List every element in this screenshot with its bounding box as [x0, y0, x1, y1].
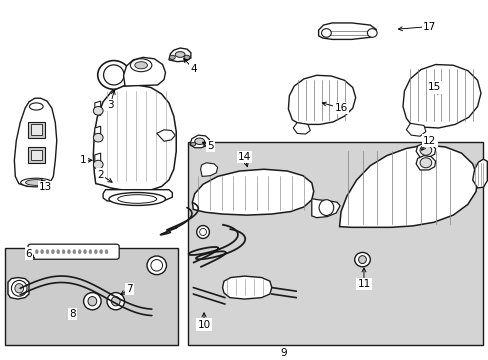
Polygon shape: [406, 123, 425, 136]
Text: 15: 15: [427, 82, 440, 93]
Ellipse shape: [73, 249, 76, 254]
Polygon shape: [31, 149, 42, 160]
Ellipse shape: [15, 284, 23, 293]
Ellipse shape: [107, 293, 124, 310]
Text: 7: 7: [126, 284, 133, 294]
Polygon shape: [311, 199, 339, 218]
Ellipse shape: [67, 249, 70, 254]
Ellipse shape: [175, 51, 184, 57]
Polygon shape: [415, 156, 435, 170]
Polygon shape: [95, 126, 101, 140]
Ellipse shape: [83, 249, 86, 254]
Ellipse shape: [93, 160, 103, 169]
Polygon shape: [157, 130, 175, 141]
Ellipse shape: [354, 252, 369, 267]
Ellipse shape: [130, 59, 152, 72]
Ellipse shape: [366, 29, 376, 37]
Ellipse shape: [57, 249, 60, 254]
Ellipse shape: [319, 200, 333, 216]
Text: 13: 13: [39, 182, 52, 192]
Polygon shape: [28, 122, 44, 138]
Polygon shape: [95, 101, 101, 116]
Text: 5: 5: [206, 141, 213, 151]
Ellipse shape: [88, 297, 97, 306]
Ellipse shape: [419, 145, 431, 155]
Text: 1: 1: [80, 155, 87, 165]
Ellipse shape: [147, 256, 166, 275]
Polygon shape: [31, 125, 42, 135]
Ellipse shape: [35, 249, 38, 254]
Ellipse shape: [109, 193, 165, 206]
Text: 11: 11: [357, 279, 370, 289]
Ellipse shape: [321, 29, 330, 37]
Polygon shape: [8, 278, 29, 299]
Polygon shape: [200, 163, 217, 176]
Ellipse shape: [135, 62, 147, 69]
Polygon shape: [168, 48, 190, 62]
Ellipse shape: [196, 225, 209, 238]
Polygon shape: [415, 143, 435, 157]
Polygon shape: [95, 153, 101, 167]
Text: 10: 10: [197, 320, 210, 329]
Ellipse shape: [29, 103, 43, 110]
Polygon shape: [318, 23, 375, 40]
Polygon shape: [14, 98, 57, 186]
Ellipse shape: [94, 249, 97, 254]
Ellipse shape: [194, 138, 204, 144]
Polygon shape: [93, 85, 176, 191]
Text: 12: 12: [422, 136, 435, 145]
Text: 9: 9: [280, 348, 286, 358]
Ellipse shape: [183, 55, 189, 59]
Text: 4: 4: [190, 64, 196, 74]
Polygon shape: [472, 159, 487, 188]
Polygon shape: [402, 64, 480, 128]
Bar: [188, 142, 483, 345]
Polygon shape: [339, 145, 477, 227]
Text: 17: 17: [422, 22, 435, 32]
Text: 8: 8: [69, 309, 76, 319]
Ellipse shape: [169, 55, 175, 59]
Ellipse shape: [199, 228, 206, 235]
Ellipse shape: [419, 158, 431, 168]
Ellipse shape: [78, 249, 81, 254]
Polygon shape: [293, 123, 310, 134]
Ellipse shape: [103, 65, 124, 85]
Ellipse shape: [111, 297, 120, 306]
Ellipse shape: [105, 249, 108, 254]
Ellipse shape: [118, 195, 157, 203]
Ellipse shape: [93, 133, 103, 142]
Text: 6: 6: [25, 248, 32, 258]
Polygon shape: [28, 147, 44, 163]
Bar: [4, 248, 177, 345]
Ellipse shape: [62, 249, 65, 254]
Ellipse shape: [100, 249, 102, 254]
Ellipse shape: [98, 60, 130, 89]
Ellipse shape: [190, 142, 195, 146]
Ellipse shape: [358, 256, 366, 264]
Polygon shape: [222, 276, 271, 299]
Ellipse shape: [83, 293, 101, 310]
Text: 16: 16: [334, 103, 347, 113]
Polygon shape: [123, 57, 165, 86]
Ellipse shape: [25, 180, 47, 185]
Ellipse shape: [11, 280, 27, 296]
Polygon shape: [288, 75, 355, 125]
Ellipse shape: [20, 178, 52, 187]
Text: 2: 2: [97, 170, 104, 180]
Ellipse shape: [203, 142, 207, 146]
Polygon shape: [103, 190, 172, 203]
Ellipse shape: [41, 249, 43, 254]
FancyBboxPatch shape: [28, 244, 119, 259]
Text: 14: 14: [237, 152, 251, 162]
Ellipse shape: [46, 249, 49, 254]
Ellipse shape: [51, 249, 54, 254]
Ellipse shape: [151, 260, 162, 271]
Ellipse shape: [93, 107, 103, 115]
Polygon shape: [192, 169, 313, 215]
Text: 3: 3: [107, 100, 114, 110]
Polygon shape: [189, 135, 209, 148]
Ellipse shape: [89, 249, 92, 254]
